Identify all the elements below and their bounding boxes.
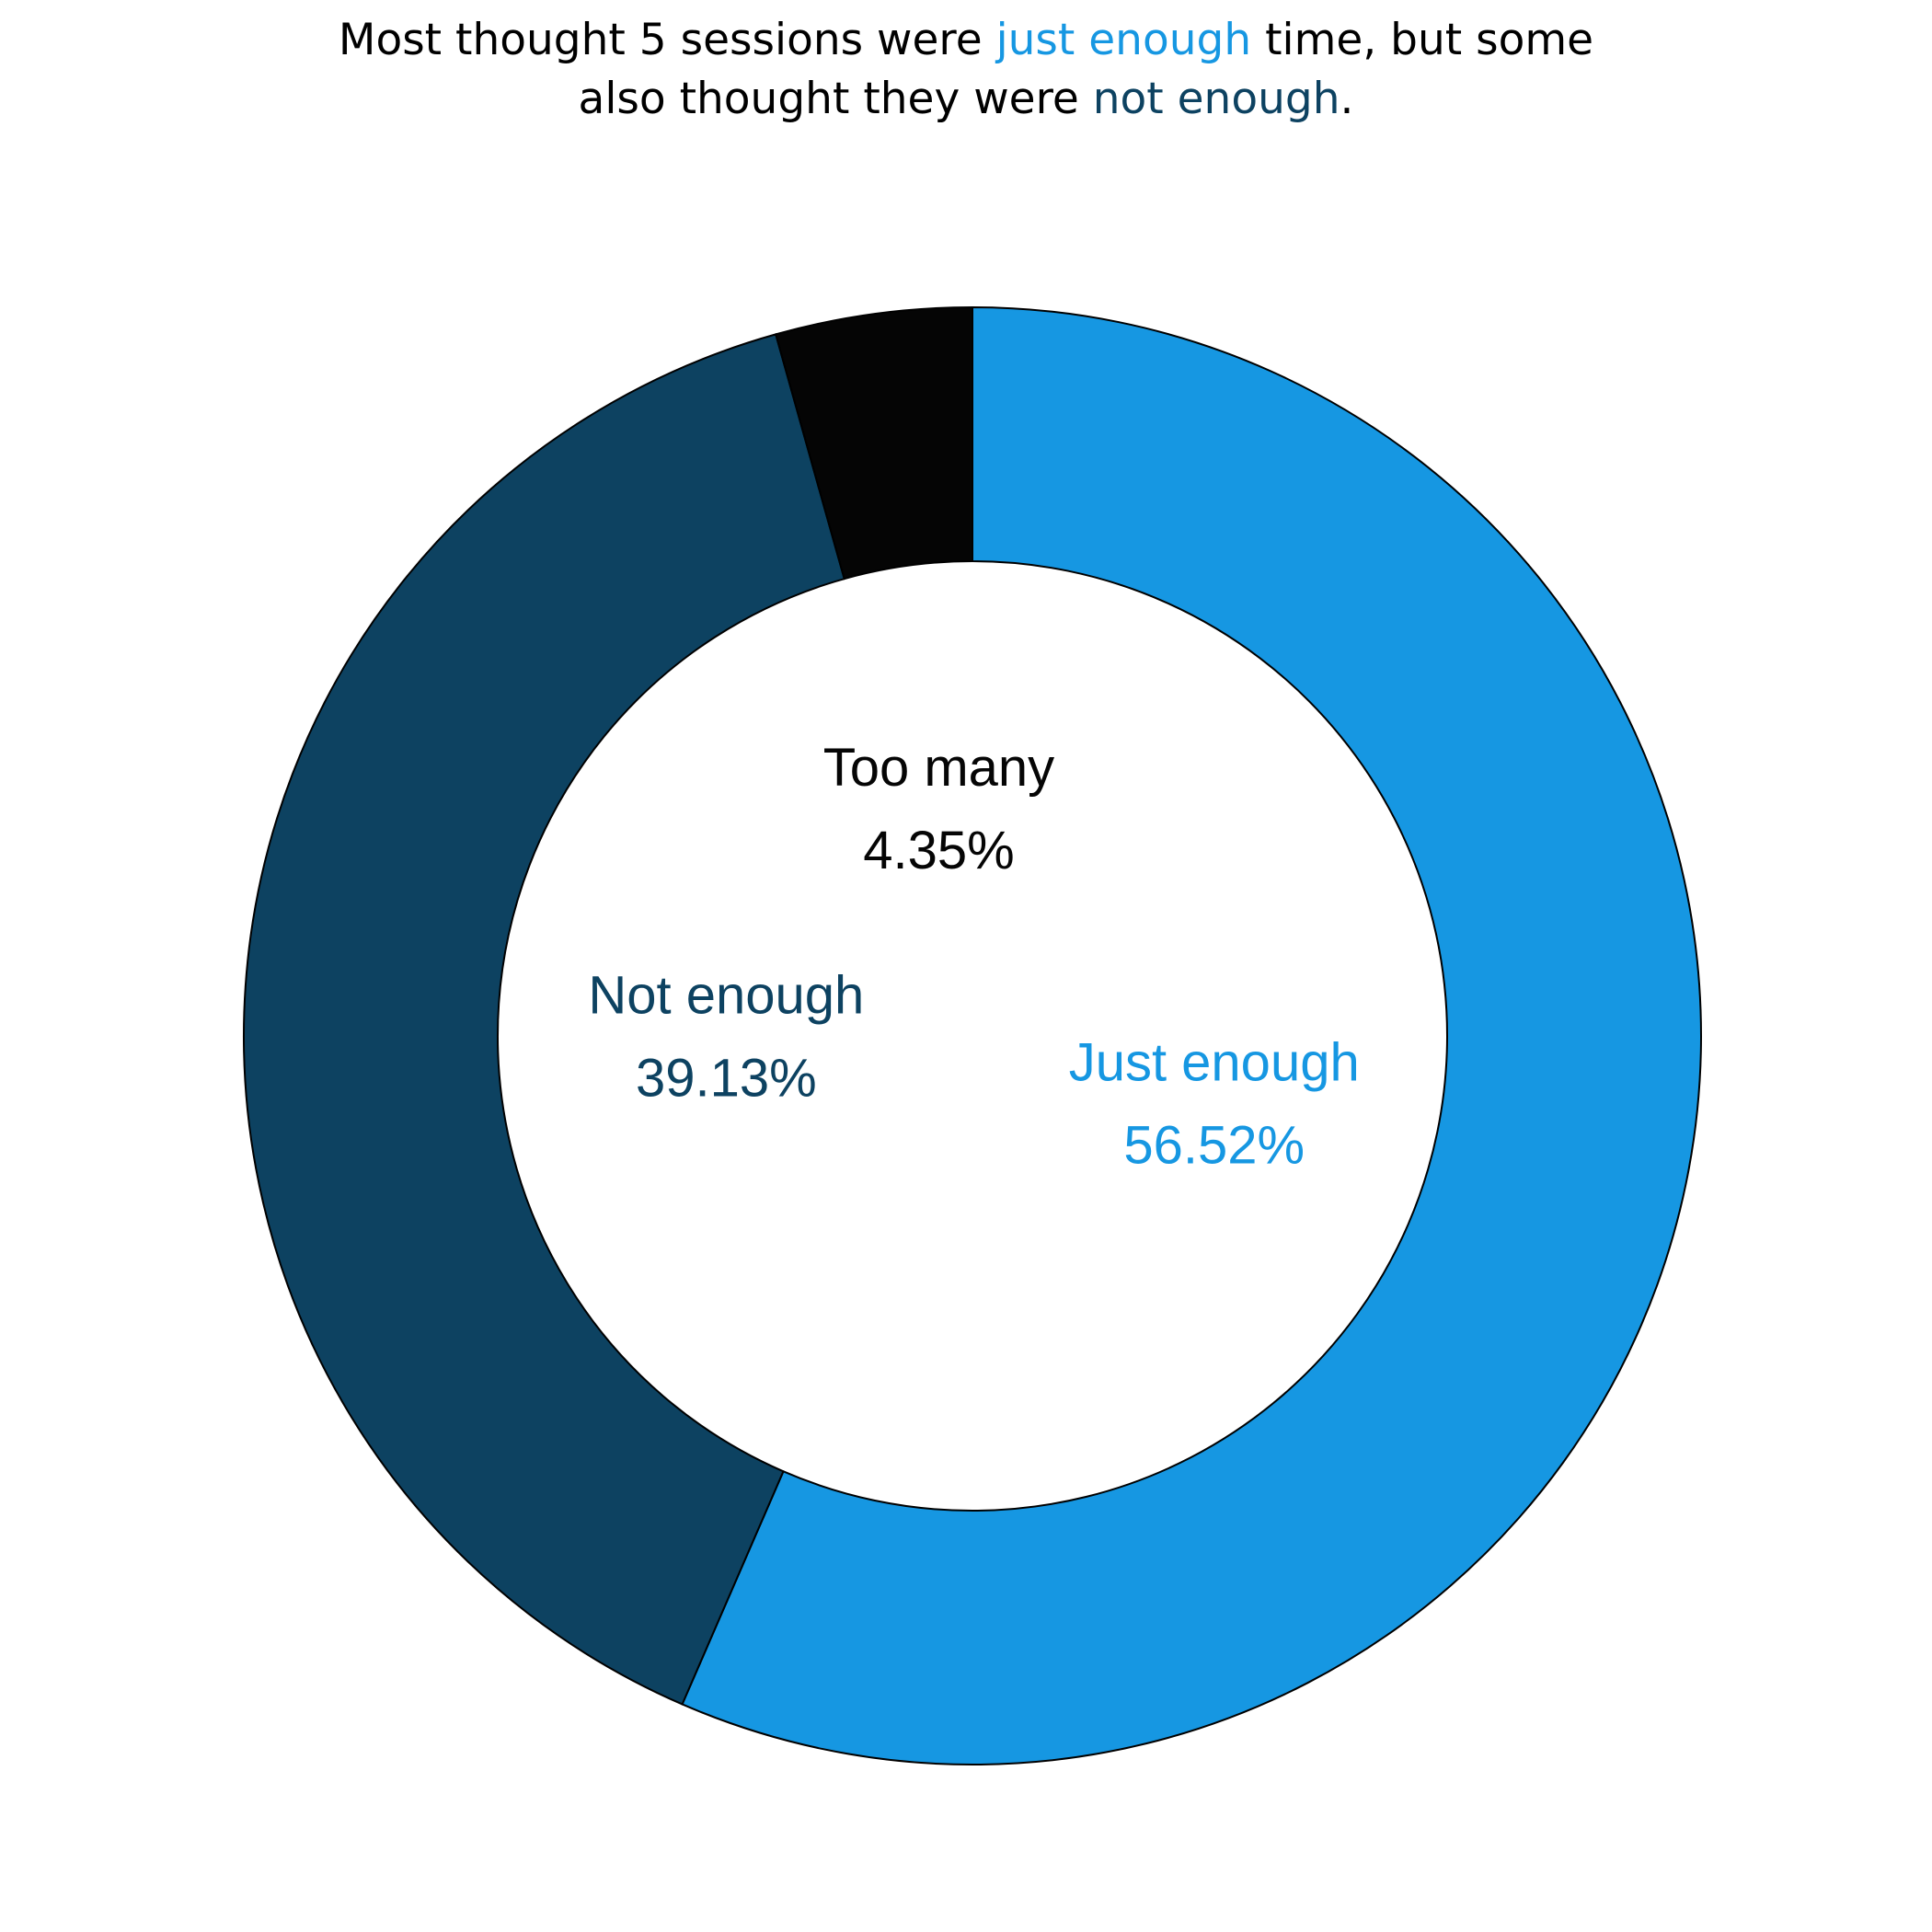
- title-line-1-before: Most thought 5 sessions were: [338, 15, 996, 65]
- chart-title-line-2: also thought they were not enough.: [0, 70, 1932, 129]
- title-line-2-before: also thought they were: [578, 74, 1093, 124]
- donut-slice-just-enough: [681, 305, 1702, 1765]
- slice-label-just-enough: Just enough: [1069, 1033, 1360, 1093]
- title-highlight-just-enough: just enough: [995, 15, 1252, 65]
- chart-title: Most thought 5 sessions were just enough…: [0, 11, 1932, 129]
- slice-value-too-many: 4.35%: [863, 821, 1014, 880]
- title-line-2-after: .: [1340, 74, 1354, 124]
- slice-value-just-enough: 56.52%: [1123, 1116, 1305, 1176]
- donut-slice-not-enough: [243, 333, 845, 1706]
- slice-value-not-enough: 39.13%: [636, 1049, 817, 1109]
- title-line-1-after: time, but some: [1251, 15, 1594, 65]
- chart-title-line-1: Most thought 5 sessions were just enough…: [0, 11, 1932, 70]
- donut-slices: [243, 305, 1702, 1765]
- donut-labels: Just enough 56.52% Not enough 39.13% Too man…: [588, 738, 1359, 1175]
- title-highlight-not-enough: not enough: [1092, 74, 1340, 124]
- donut-slice-too-many: [774, 305, 973, 581]
- slice-label-too-many: Too many: [823, 738, 1054, 798]
- slice-label-not-enough: Not enough: [588, 966, 864, 1026]
